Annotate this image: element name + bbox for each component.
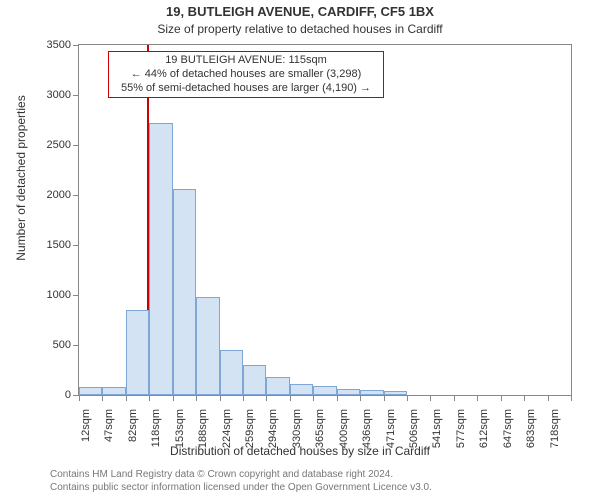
xtick-label: 118sqm <box>150 401 162 447</box>
xtick-label: 471sqm <box>385 401 397 448</box>
histogram-bar <box>196 297 219 395</box>
xtick-label: 683sqm <box>525 401 537 448</box>
ytick-label: 2500 <box>47 139 79 151</box>
ytick-label: 2000 <box>47 189 79 201</box>
xtick-label: 224sqm <box>221 401 233 448</box>
histogram-bar <box>243 365 266 395</box>
xtick-label: 400sqm <box>338 401 350 448</box>
xtick-label: 541sqm <box>431 401 443 448</box>
ytick-label: 1500 <box>47 239 79 251</box>
xtick-label: 259sqm <box>244 401 256 448</box>
xtick-label: 365sqm <box>314 401 326 448</box>
histogram-bar <box>384 391 407 396</box>
annotation-line: 55% of semi-detached houses are larger (… <box>115 82 377 96</box>
histogram-bar <box>266 377 289 395</box>
annotation-line: 19 BUTLEIGH AVENUE: 115sqm <box>115 54 377 68</box>
ytick-label: 500 <box>53 339 79 351</box>
xtick-mark <box>571 395 572 401</box>
histogram-bar <box>173 189 196 395</box>
histogram-bar <box>290 384 313 395</box>
xtick-label: 577sqm <box>455 401 467 448</box>
xtick-label: 436sqm <box>361 401 373 448</box>
xtick-label: 294sqm <box>267 401 279 448</box>
ytick-label: 1000 <box>47 289 79 301</box>
xtick-label: 612sqm <box>478 401 490 448</box>
histogram-bar <box>360 390 383 395</box>
xtick-label: 12sqm <box>80 401 92 442</box>
footnote-line: Contains HM Land Registry data © Crown c… <box>50 469 432 482</box>
xtick-label: 82sqm <box>127 401 139 442</box>
histogram-bar <box>102 387 125 395</box>
y-axis-label: Number of detached properties <box>14 48 28 308</box>
annotation-line: ← 44% of detached houses are smaller (3,… <box>115 68 377 82</box>
page-title: 19, BUTLEIGH AVENUE, CARDIFF, CF5 1BX <box>0 4 600 19</box>
ytick-label: 3000 <box>47 89 79 101</box>
footnote-line: Contains public sector information licen… <box>50 482 432 495</box>
xtick-label: 47sqm <box>103 401 115 442</box>
page-subtitle: Size of property relative to detached ho… <box>0 22 600 36</box>
xtick-label: 330sqm <box>291 401 303 448</box>
xtick-label: 718sqm <box>549 401 561 448</box>
x-axis-label: Distribution of detached houses by size … <box>0 444 600 458</box>
xtick-label: 506sqm <box>408 401 420 448</box>
chart-root: 19, BUTLEIGH AVENUE, CARDIFF, CF5 1BX Si… <box>0 0 600 500</box>
ytick-label: 0 <box>65 389 79 401</box>
xtick-label: 647sqm <box>502 401 514 448</box>
ytick-label: 3500 <box>47 39 79 51</box>
histogram-bar <box>337 389 360 395</box>
histogram-bar <box>149 123 172 395</box>
footnote: Contains HM Land Registry data © Crown c… <box>50 469 432 494</box>
histogram-bar <box>313 386 336 395</box>
histogram-bar <box>79 387 102 395</box>
xtick-label: 153sqm <box>174 401 186 448</box>
xtick-label: 188sqm <box>197 401 209 448</box>
annotation-box: 19 BUTLEIGH AVENUE: 115sqm ← 44% of deta… <box>108 51 384 98</box>
histogram-bar <box>126 310 149 395</box>
histogram-bar <box>220 350 243 395</box>
